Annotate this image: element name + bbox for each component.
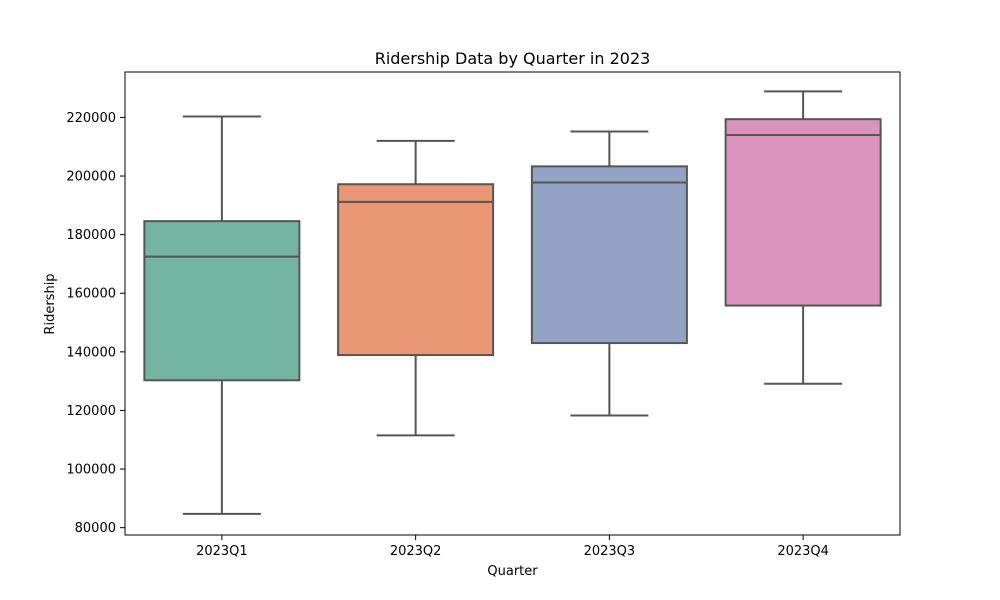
y-tick-label: 80000 (75, 521, 116, 536)
axes-frame (124, 71, 901, 536)
box-2 (337, 183, 495, 357)
y-tick-label: 160000 (66, 287, 116, 302)
x-axis-label: Quarter (487, 564, 538, 579)
box-3 (530, 165, 688, 345)
y-tick-label: 140000 (66, 345, 116, 360)
y-tick-label: 100000 (66, 463, 116, 478)
x-tick-label: 2023Q3 (584, 544, 636, 559)
chart-title: Ridership Data by Quarter in 2023 (375, 49, 651, 68)
box-1 (143, 220, 301, 382)
y-tick-label: 180000 (66, 228, 116, 243)
y-axis-label: Ridership (43, 273, 58, 334)
y-tick-label: 120000 (66, 404, 116, 419)
box-4 (724, 118, 882, 307)
x-tick-label: 2023Q4 (777, 544, 829, 559)
x-tick-label: 2023Q2 (390, 544, 442, 559)
y-tick-label: 220000 (66, 111, 116, 126)
y-tick-label: 200000 (66, 170, 116, 185)
x-tick-label: 2023Q1 (196, 544, 248, 559)
plot-area: 80000 100000 120000 140000 160000 180000 20000… (66, 71, 901, 559)
